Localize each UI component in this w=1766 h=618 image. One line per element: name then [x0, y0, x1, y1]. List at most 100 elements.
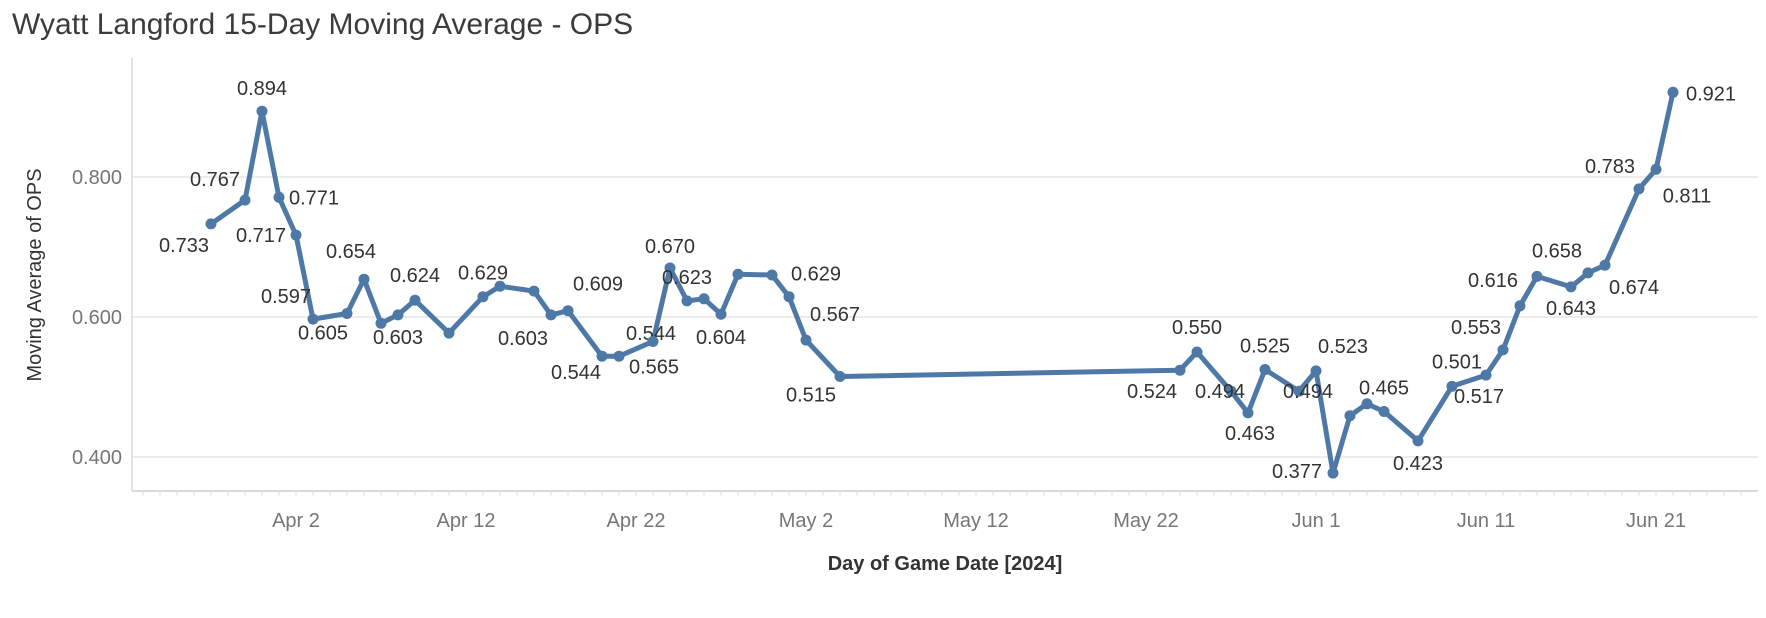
- x-tick-label: May 12: [943, 510, 1009, 532]
- data-point-marker[interactable]: [1259, 364, 1271, 375]
- data-point-label: 0.767: [190, 169, 240, 191]
- data-point-marker[interactable]: [647, 336, 659, 347]
- data-point-label: 0.525: [1240, 336, 1290, 358]
- data-point-label: 0.463: [1225, 423, 1275, 445]
- data-point-marker[interactable]: [256, 105, 268, 117]
- data-point-marker[interactable]: [358, 273, 370, 285]
- data-point-marker[interactable]: [1650, 163, 1662, 175]
- data-point-marker[interactable]: [290, 229, 302, 241]
- data-point-label: 0.517: [1454, 386, 1504, 408]
- data-point-marker[interactable]: [1565, 281, 1577, 293]
- data-point-marker[interactable]: [715, 308, 727, 320]
- data-point-marker[interactable]: [562, 305, 574, 317]
- x-tick-label: May 2: [779, 510, 833, 532]
- data-point-label: 0.544: [626, 323, 676, 345]
- data-point-label: 0.494: [1283, 381, 1333, 403]
- data-point-label: 0.654: [326, 241, 376, 263]
- data-point-marker[interactable]: [1412, 435, 1424, 447]
- data-point-marker[interactable]: [1327, 467, 1339, 479]
- x-tick-label: Apr 12: [437, 510, 496, 532]
- data-point-label: 0.550: [1172, 317, 1222, 339]
- data-point-marker[interactable]: [1497, 344, 1509, 356]
- data-point-marker[interactable]: [834, 371, 846, 382]
- x-tick-label: Apr 2: [272, 510, 320, 532]
- data-point-marker[interactable]: [307, 313, 319, 325]
- data-point-label: 0.501: [1432, 351, 1482, 373]
- data-point-label: 0.603: [498, 328, 548, 350]
- data-point-marker[interactable]: [613, 350, 625, 362]
- x-tick-label: Apr 22: [607, 510, 666, 532]
- data-point-marker[interactable]: [443, 327, 455, 339]
- data-point-label: 0.609: [573, 274, 623, 296]
- data-point-marker[interactable]: [1174, 364, 1186, 376]
- data-point-label: 0.604: [696, 327, 746, 349]
- data-point-marker[interactable]: [1361, 398, 1373, 410]
- data-point-marker[interactable]: [1344, 410, 1356, 422]
- data-point-marker[interactable]: [205, 218, 217, 230]
- data-point-marker[interactable]: [375, 317, 387, 329]
- data-point-label: 0.894: [237, 78, 287, 100]
- data-point-label: 0.544: [551, 362, 601, 384]
- data-point-marker[interactable]: [596, 350, 608, 362]
- data-point-marker[interactable]: [1225, 385, 1237, 397]
- x-tick-label: Jun 21: [1626, 510, 1686, 532]
- data-point-marker[interactable]: [1667, 86, 1679, 98]
- data-point-marker[interactable]: [732, 268, 744, 280]
- data-point-label: 0.494: [1195, 381, 1245, 403]
- data-point-label: 0.624: [390, 265, 440, 287]
- data-point-label: 0.515: [786, 385, 836, 407]
- data-point-label: 0.377: [1272, 461, 1322, 483]
- data-point-marker[interactable]: [494, 280, 506, 292]
- y-tick-label: 0.400: [72, 447, 122, 469]
- data-point-marker[interactable]: [1531, 270, 1543, 282]
- data-point-label: 0.597: [261, 286, 311, 308]
- data-point-marker[interactable]: [1633, 183, 1645, 195]
- data-point-marker[interactable]: [239, 194, 251, 206]
- data-point-marker[interactable]: [273, 191, 285, 203]
- data-point-label: 0.629: [458, 263, 508, 285]
- data-point-marker[interactable]: [1480, 369, 1492, 381]
- data-point-marker[interactable]: [409, 294, 421, 306]
- data-point-marker[interactable]: [392, 309, 404, 321]
- data-point-marker[interactable]: [800, 334, 812, 346]
- data-point-marker[interactable]: [528, 285, 540, 297]
- data-point-label: 0.733: [159, 235, 209, 257]
- data-point-marker[interactable]: [766, 269, 778, 281]
- y-tick-label: 0.800: [72, 167, 122, 189]
- data-point-marker[interactable]: [783, 291, 795, 303]
- data-point-marker[interactable]: [1310, 365, 1322, 377]
- data-point-marker[interactable]: [1599, 259, 1611, 271]
- data-point-marker[interactable]: [1242, 407, 1254, 419]
- data-point-marker[interactable]: [1514, 300, 1526, 312]
- chart-title: Wyatt Langford 15-Day Moving Average - O…: [12, 8, 634, 41]
- data-point-marker[interactable]: [545, 309, 557, 321]
- data-point-marker[interactable]: [1191, 346, 1203, 358]
- data-point-marker[interactable]: [664, 262, 676, 274]
- data-point-marker[interactable]: [1293, 385, 1305, 397]
- data-point-label: 0.565: [629, 357, 679, 379]
- data-point-marker[interactable]: [1378, 406, 1390, 417]
- data-point-label: 0.811: [1663, 185, 1712, 207]
- data-point-label: 0.674: [1609, 277, 1659, 299]
- data-point-marker[interactable]: [1582, 267, 1594, 279]
- data-point-label: 0.616: [1468, 270, 1518, 292]
- data-point-label: 0.553: [1451, 317, 1501, 339]
- data-point-label: 0.605: [298, 323, 348, 345]
- data-point-label: 0.921: [1686, 83, 1736, 105]
- data-point-marker[interactable]: [698, 293, 710, 305]
- data-point-label: 0.643: [1546, 298, 1596, 320]
- x-tick-label: Jun 11: [1457, 510, 1516, 532]
- x-tick-label: Jun 1: [1292, 510, 1341, 532]
- data-point-marker[interactable]: [341, 308, 353, 319]
- data-point-marker[interactable]: [681, 295, 693, 307]
- x-axis-title: Day of Game Date [2024]: [827, 553, 1063, 575]
- data-point-label: 0.524: [1127, 381, 1177, 403]
- data-point-label: 0.603: [373, 327, 423, 349]
- data-point-marker[interactable]: [477, 291, 489, 303]
- data-point-marker[interactable]: [1446, 380, 1458, 392]
- data-point-label: 0.465: [1359, 378, 1409, 400]
- data-point-label: 0.629: [791, 264, 841, 286]
- data-point-label: 0.523: [1318, 336, 1368, 358]
